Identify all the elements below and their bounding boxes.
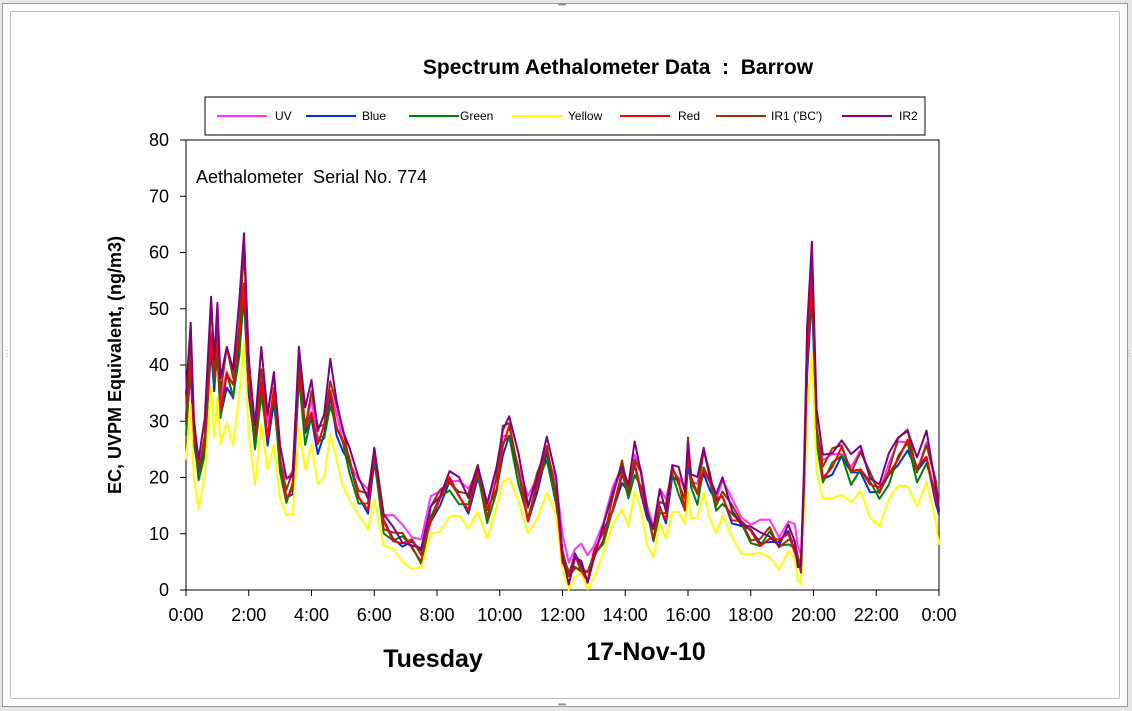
resize-handle-right[interactable]: ⋮: [1124, 349, 1132, 358]
x-tick-label: 18:00: [728, 605, 773, 625]
legend-label: IR2: [899, 109, 918, 123]
x-tick-label: 8:00: [419, 605, 454, 625]
y-tick-label: 20: [149, 468, 169, 488]
resize-handle-bottom[interactable]: ••••: [558, 700, 566, 709]
x-tick-label: 6:00: [357, 605, 392, 625]
legend: UV Blue Green Yellow Red IR1 ('BC') IR2: [217, 109, 918, 123]
x-tick-label: 20:00: [791, 605, 836, 625]
y-tick-label: 10: [149, 524, 169, 544]
y-tick-label: 30: [149, 411, 169, 431]
legend-label: UV: [275, 109, 292, 123]
chart-title: Spectrum Aethalometer Data : Barrow: [423, 56, 814, 79]
legend-label: Red: [678, 109, 700, 123]
date-label: 17-Nov-10: [586, 638, 706, 666]
y-axis: 0 10 20 30 40 50 60 70 80: [149, 130, 186, 600]
x-tick-label: 14:00: [603, 605, 648, 625]
y-tick-label: 70: [149, 186, 169, 206]
legend-box: [204, 96, 926, 136]
resize-handle-top[interactable]: ••••: [558, 0, 566, 9]
x-tick-label: 10:00: [477, 605, 522, 625]
day-label: Tuesday: [383, 645, 483, 673]
legend-label: Yellow: [568, 109, 603, 123]
x-tick-label: 4:00: [294, 605, 329, 625]
x-tick-label: 0:00: [921, 605, 956, 625]
y-tick-label: 0: [159, 580, 169, 600]
y-tick-label: 80: [149, 130, 169, 150]
series-line: [185, 232, 940, 586]
x-tick-label: 2:00: [231, 605, 266, 625]
x-tick-label: 12:00: [540, 605, 585, 625]
series-lines: [185, 232, 940, 591]
x-tick-label: 16:00: [665, 605, 710, 625]
y-tick-label: 40: [149, 355, 169, 375]
x-tick-label: 0:00: [168, 605, 203, 625]
x-axis: 0:00 2:00 4:00 6:00 8:00 10:00 12:00 14:00 16:00…: [168, 590, 957, 625]
x-tick-label: 22:00: [854, 605, 899, 625]
instrument-annotation: Aethalometer Serial No. 774: [196, 167, 427, 187]
legend-label: Green: [460, 109, 493, 123]
resize-handle-left[interactable]: ⋮: [3, 349, 11, 358]
y-tick-label: 50: [149, 299, 169, 319]
y-axis-label: EC, UVPM Equivalent, (ng/m3): [105, 236, 125, 494]
legend-label: Blue: [362, 109, 386, 123]
y-tick-label: 60: [149, 243, 169, 263]
legend-label: IR1 ('BC'): [771, 109, 822, 123]
chart-area-border: [10, 11, 1120, 699]
